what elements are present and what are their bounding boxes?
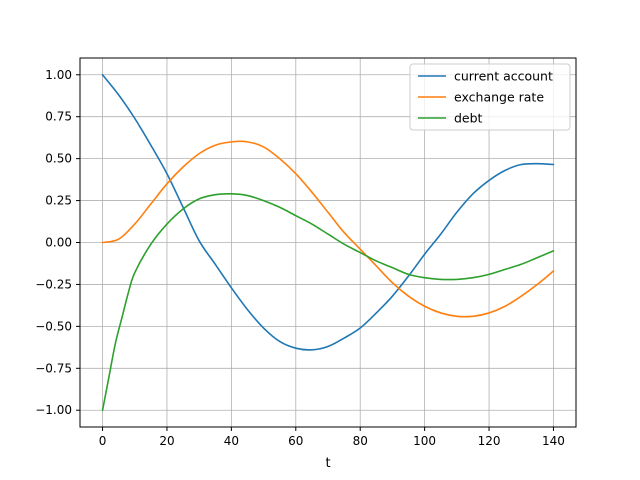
legend-label-debt: debt [454,111,483,126]
legend-box [409,63,571,131]
y-tick-label: 1.00 [45,68,72,82]
x-tick-label: 40 [224,434,239,448]
x-tick-label: 60 [288,434,303,448]
ticks: 0 20 40 60 80 100 120 140 −1.00 −0.75 −0.50 −0.25 0.… [35,68,565,448]
x-tick-label: 100 [413,434,436,448]
x-axis-label: t [325,456,330,471]
x-tick-label: 20 [159,434,174,448]
y-tick-label: 0.00 [45,236,72,250]
series-line-exchange-rate [101,140,555,318]
y-tick-label: −0.75 [35,361,72,375]
y-tick-label: −0.50 [35,319,72,333]
y-tick-label: −1.00 [35,403,72,417]
y-tick-label: 0.50 [45,152,72,166]
y-tick-label: 0.75 [45,110,72,124]
x-tick-label: 0 [99,434,107,448]
x-tick-label: 80 [353,434,368,448]
x-tick-label: 140 [542,434,565,448]
series-layer [101,73,555,412]
y-tick-label: 0.25 [45,194,72,208]
y-tick-label: −0.25 [35,277,72,291]
legend-label-exchange-rate: exchange rate [454,90,544,105]
series-line-debt [101,193,555,412]
legend-label-current-account: current account [454,69,553,84]
x-tick-label: 120 [478,434,501,448]
legend: current account exchange rate debt [409,63,571,131]
series-line-current-account [101,73,555,351]
